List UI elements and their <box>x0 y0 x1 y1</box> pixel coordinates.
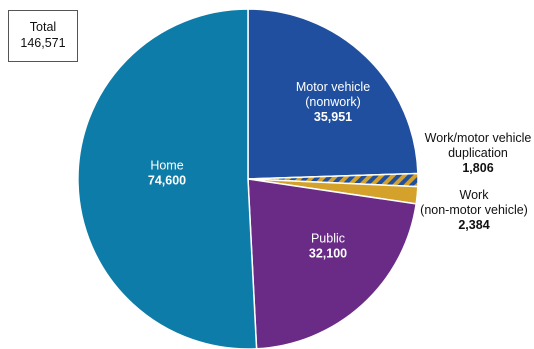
label-work-non-motor-vehicle: Work (non-motor vehicle) 2,384 <box>420 188 528 232</box>
slice-public <box>247 178 418 349</box>
label-home: Home 74,600 <box>148 159 186 188</box>
label-work-motor-vehicle-duplication: Work/motor vehicle duplication 1,806 <box>425 131 532 175</box>
pie-slices <box>77 8 419 349</box>
label-public: Public 32,100 <box>309 232 347 261</box>
total-box: Total 146,571 <box>8 10 78 62</box>
label-motor-vehicle-nonwork: Motor vehicle (nonwork) 35,951 <box>296 80 370 124</box>
total-label: Total <box>29 20 57 35</box>
pie-labels: Motor vehicle (nonwork) 35,951 Work/motor v… <box>148 80 532 261</box>
slice-motor-vehicle-nonwork <box>247 8 419 180</box>
slice-home <box>77 8 258 349</box>
total-value: 146,571 <box>20 36 66 50</box>
